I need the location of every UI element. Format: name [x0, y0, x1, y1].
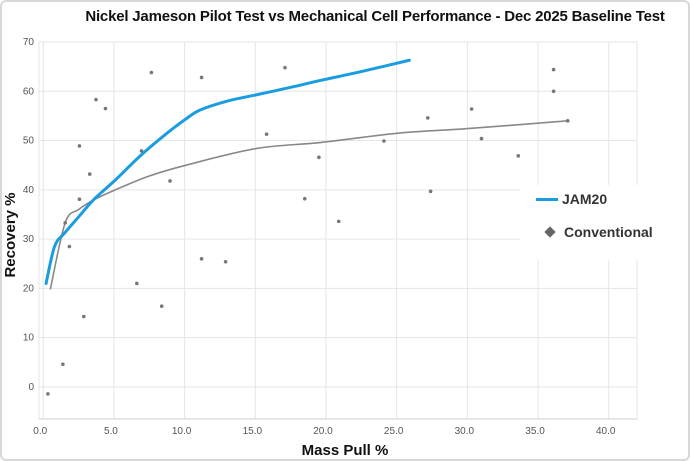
- x-tick-label: 15.0: [243, 426, 263, 437]
- y-tick-label: 10: [23, 333, 35, 344]
- legend-label: Conventional: [564, 224, 653, 240]
- conventional-point: [168, 179, 172, 183]
- conventional-point: [63, 221, 67, 225]
- y-axis-label: Recovery %: [2, 192, 19, 277]
- conventional-point: [199, 75, 204, 80]
- conventional-point: [425, 116, 430, 120]
- conventional-point: [199, 257, 204, 261]
- conventional-point: [94, 97, 98, 102]
- line-swatch-icon: [536, 197, 558, 201]
- x-tick-label: 40.0: [596, 426, 616, 437]
- conventional-point: [551, 67, 556, 72]
- x-tick-label: 35.0: [525, 426, 545, 437]
- legend-item-conventional: Conventional: [544, 224, 653, 240]
- legend-item-jam20: JAM20: [536, 191, 607, 207]
- conventional-point: [336, 219, 341, 224]
- y-tick-label: 60: [23, 86, 35, 97]
- y-axis-ticks: 0 10 20 30 40 50 60 70: [23, 37, 35, 393]
- y-tick-label: 50: [23, 136, 35, 147]
- conventional-point: [135, 281, 139, 286]
- conventional-point: [77, 197, 82, 202]
- x-tick-label: 20.0: [313, 426, 333, 437]
- conventional-point: [87, 172, 92, 176]
- y-tick-label: 40: [23, 185, 35, 196]
- x-axis-ticks: 0.0 5.0 10.0 15.0 20.0 25.0 30.0 35.0 40.0: [33, 426, 616, 437]
- x-tick-label: 10.0: [172, 426, 192, 437]
- y-tick-label: 70: [23, 37, 35, 48]
- x-tick-label: 25.0: [384, 426, 404, 437]
- grid: [38, 41, 638, 420]
- diamond-swatch-icon: [544, 226, 556, 238]
- conventional-trend-line: [49, 120, 568, 290]
- y-tick-label: 0: [28, 382, 34, 393]
- conventional-point: [382, 139, 386, 143]
- x-tick-label: 5.0: [104, 426, 118, 437]
- conventional-point: [46, 392, 50, 396]
- conventional-point: [264, 132, 269, 136]
- conventional-point: [479, 136, 484, 141]
- jam20-line: [44, 58, 411, 285]
- conventional-point: [223, 259, 228, 264]
- conventional-point: [67, 244, 72, 249]
- series-marks: [44, 58, 570, 396]
- x-tick-label: 30.0: [455, 426, 475, 437]
- conventional-point: [77, 144, 82, 148]
- legend: JAM20 Conventional: [520, 185, 680, 260]
- conventional-point: [149, 70, 154, 75]
- conventional-point: [82, 314, 86, 319]
- y-tick-label: 30: [23, 234, 35, 245]
- conventional-point: [103, 106, 108, 111]
- conventional-point: [565, 119, 570, 123]
- conventional-point: [469, 107, 474, 111]
- conventional-point: [61, 362, 65, 367]
- conventional-point: [551, 89, 556, 94]
- legend-label: JAM20: [562, 191, 608, 207]
- conventional-point: [283, 65, 287, 70]
- conventional-point: [139, 149, 144, 153]
- conventional-point: [516, 154, 521, 158]
- conventional-point: [302, 196, 307, 201]
- conventional-point: [428, 189, 433, 194]
- conventional-point: [159, 304, 164, 308]
- x-tick-label: 0.0: [33, 426, 47, 437]
- x-axis-label: Mass Pull %: [302, 442, 389, 459]
- conventional-point: [317, 155, 321, 160]
- y-tick-label: 20: [23, 283, 35, 294]
- chart-title: Nickel Jameson Pilot Test vs Mechanical …: [85, 8, 665, 25]
